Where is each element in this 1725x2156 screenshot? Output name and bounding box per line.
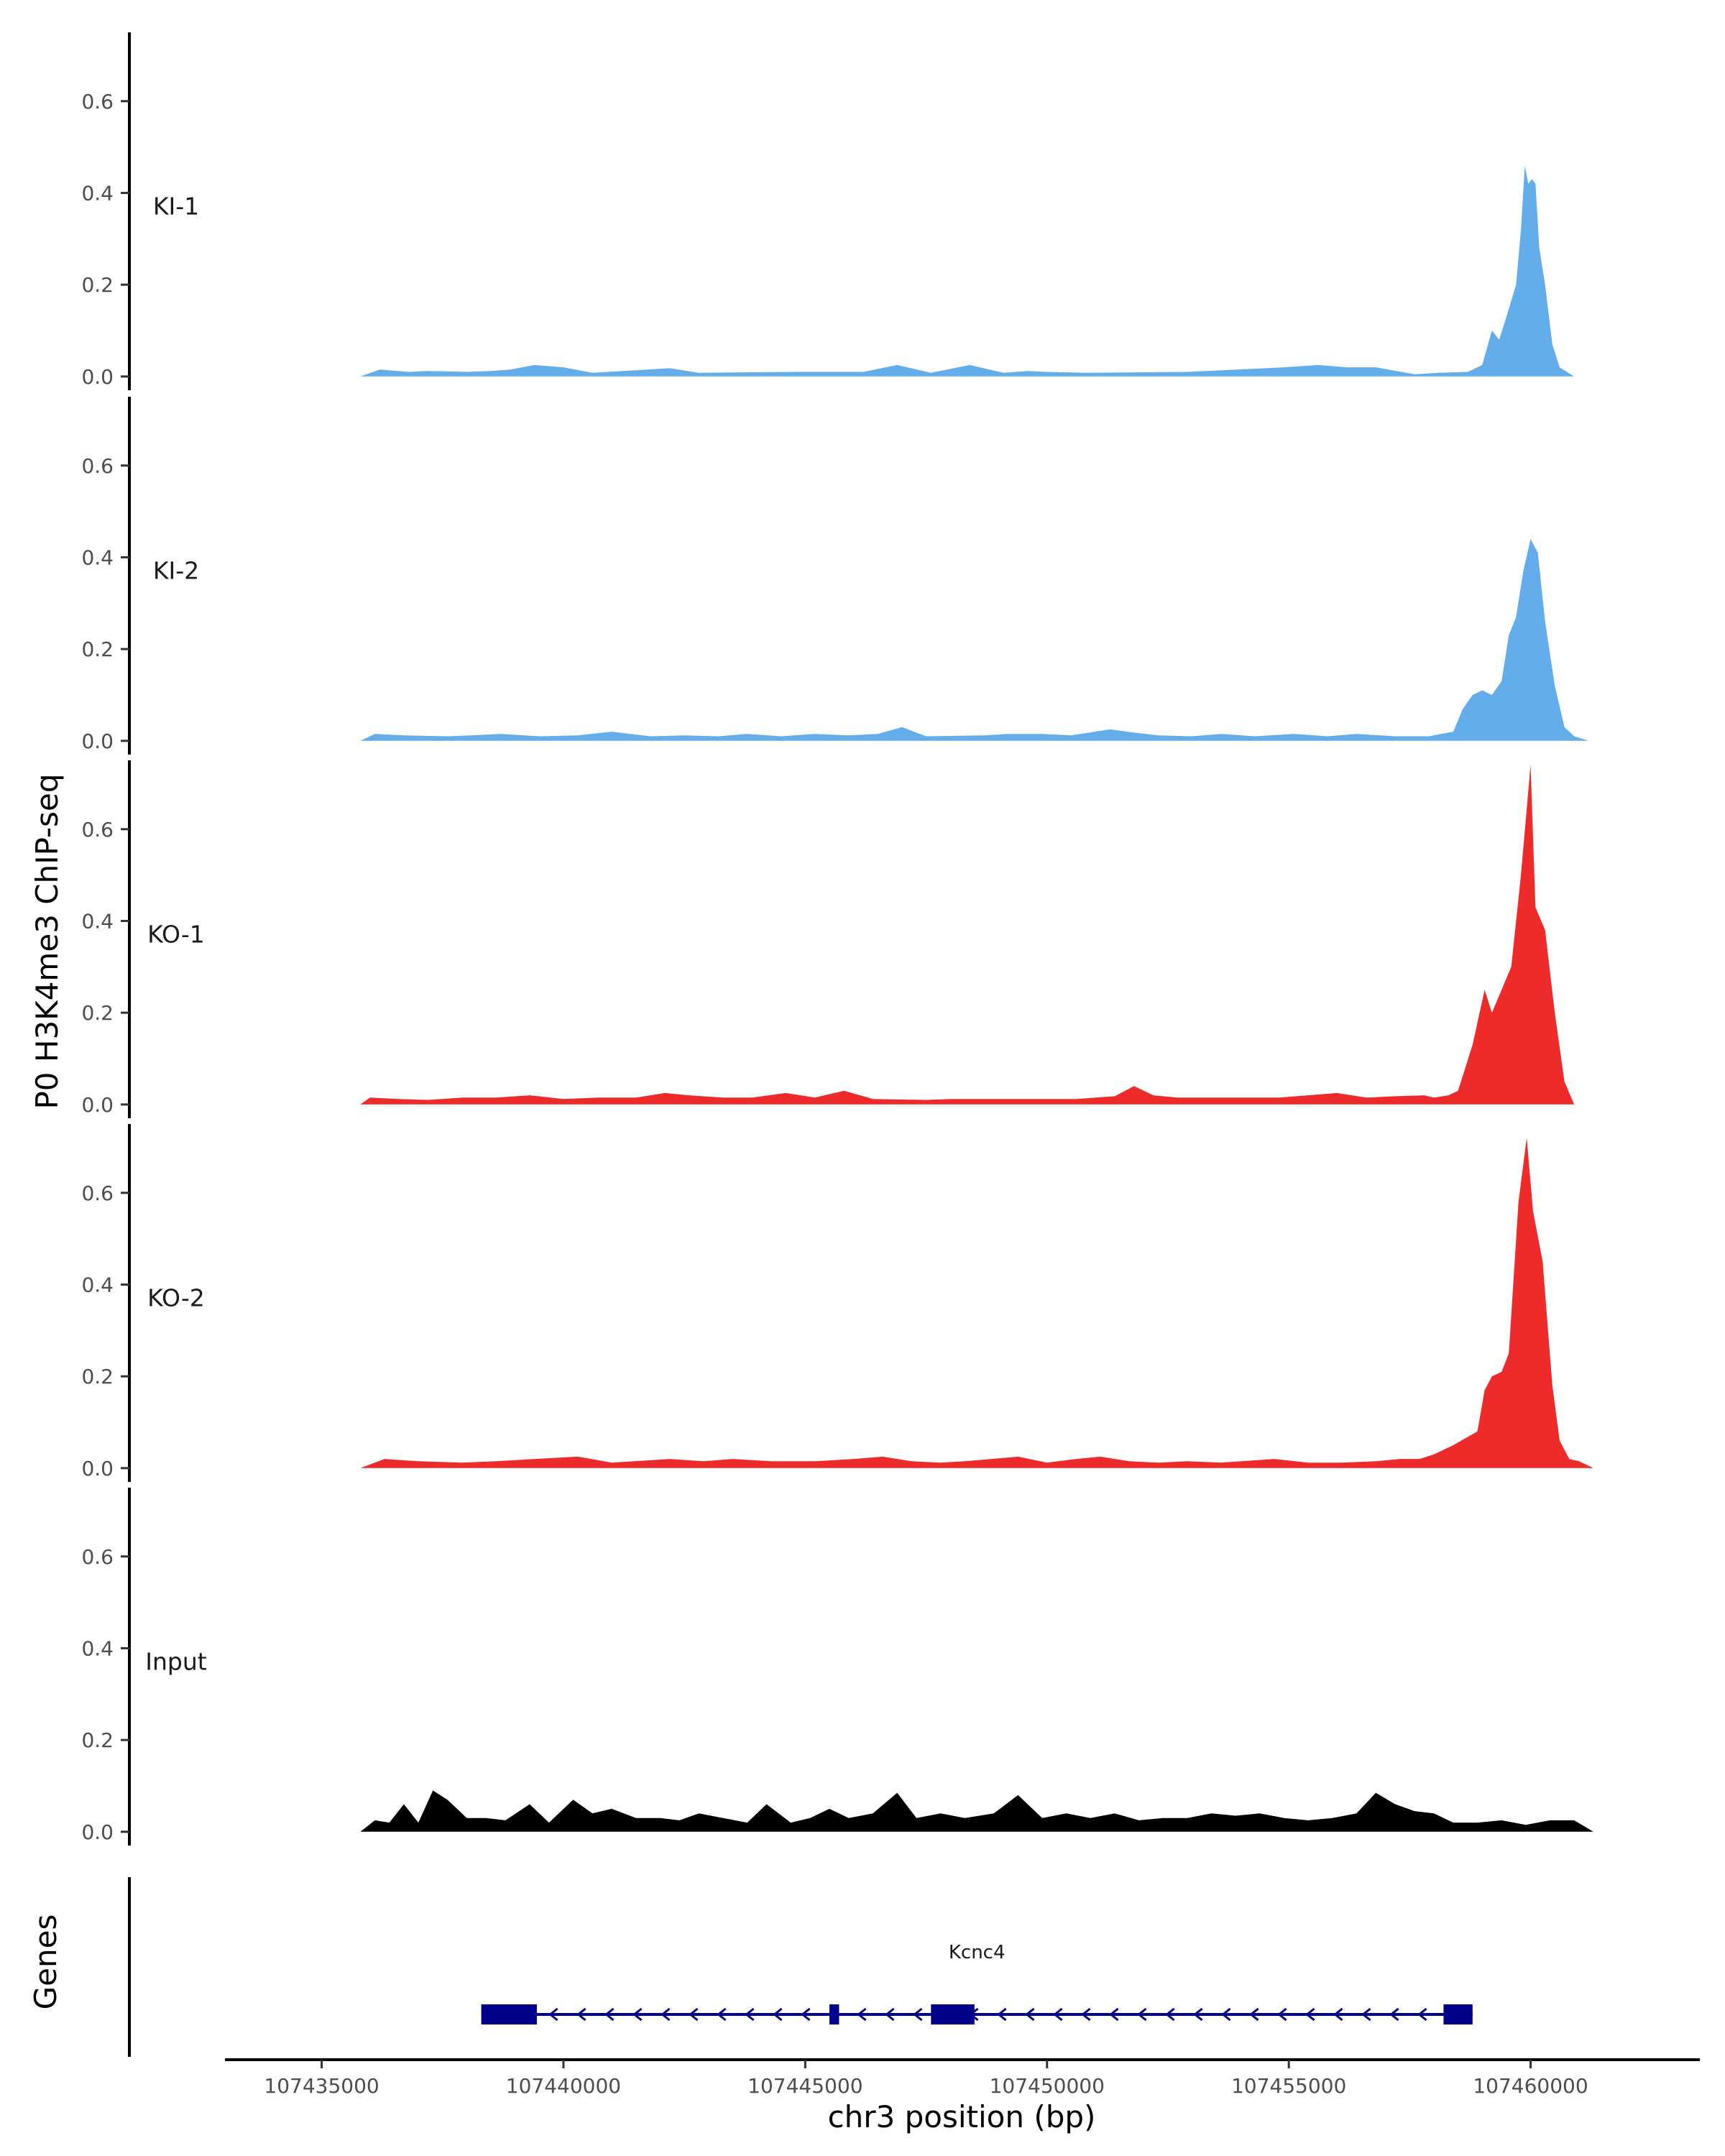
track-ko-2: 0.0 0.2 0.4 0.6 KO-2 (81, 1124, 1593, 1482)
y-tick-label: 0.4 (81, 1273, 114, 1296)
y-tick-label: 0.4 (81, 1636, 114, 1660)
x-tick-label: 107435000 (264, 2074, 379, 2098)
y-tick-label: 0.0 (81, 729, 114, 753)
strand-arrow (576, 2007, 586, 2022)
y-tick-label: 0.2 (81, 1001, 114, 1025)
track-label: KO-2 (147, 1284, 205, 1312)
track-ki-1: 0.0 0.2 0.4 0.6 KI-1 (81, 32, 1575, 390)
y-tick-label: 0.6 (81, 1181, 114, 1205)
track-input: 0.0 0.2 0.4 0.6 Input (81, 1488, 1593, 1846)
strand-arrow (1389, 2007, 1399, 2022)
strand-arrow (801, 2007, 811, 2022)
y-tick-label: 0.2 (81, 1365, 114, 1388)
gene-exon (481, 2004, 537, 2024)
x-axis-title: chr3 position (bp) (828, 2099, 1096, 2134)
strand-arrow (604, 2007, 615, 2022)
strand-arrow (548, 2007, 558, 2022)
x-tick-label: 107455000 (1231, 2074, 1346, 2098)
y-tick-label: 0.0 (81, 1457, 114, 1480)
y-tick-label: 0.6 (81, 90, 114, 114)
strand-arrow (1333, 2007, 1343, 2022)
strand-arrow (1221, 2007, 1231, 2022)
strand-arrow (717, 2007, 727, 2022)
y-tick-label: 0.2 (81, 637, 114, 661)
gene-exon (1443, 2004, 1473, 2024)
gene-kcnc4: Kcnc4 (481, 1942, 1473, 2024)
strand-arrow (689, 2007, 699, 2022)
y-tick-label: 0.0 (81, 1093, 114, 1117)
strand-arrow (1417, 2007, 1427, 2022)
strand-arrow (773, 2007, 783, 2022)
strand-arrow (1277, 2007, 1287, 2022)
track-label: KI-1 (153, 193, 199, 221)
gene-exon (829, 2004, 840, 2024)
track-label: Input (145, 1648, 207, 1676)
y-tick-label: 0.6 (81, 818, 114, 842)
strand-arrow (1137, 2007, 1147, 2022)
y-tick-label: 0.2 (81, 1728, 114, 1752)
strand-arrow (1165, 2007, 1175, 2022)
x-tick-label: 107440000 (506, 2074, 621, 2098)
strand-arrow (857, 2007, 867, 2022)
strand-arrow (1081, 2007, 1091, 2022)
strand-arrow (632, 2007, 643, 2022)
strand-arrow (661, 2007, 671, 2022)
strand-arrow (1193, 2007, 1203, 2022)
track-label: KI-2 (153, 557, 199, 585)
genes-layer: Kcnc4 (128, 1877, 1473, 2057)
y-tick-label: 0.4 (81, 545, 114, 569)
strand-arrow (1361, 2007, 1371, 2022)
genes-axis-title: Genes (28, 1915, 63, 2010)
x-tick-label: 107445000 (748, 2074, 862, 2098)
strand-arrow (745, 2007, 755, 2022)
signal-area (360, 1138, 1593, 1468)
track-ki-2: 0.0 0.2 0.4 0.6 KI-2 (81, 397, 1589, 755)
y-tick-label: 0.6 (81, 1545, 114, 1569)
track-ko-1: 0.0 0.2 0.4 0.6 KO-1 (81, 760, 1575, 1118)
signal-area (360, 1790, 1593, 1832)
strand-arrow (885, 2007, 895, 2022)
x-tick-label: 107460000 (1473, 2074, 1588, 2098)
strand-arrow (1025, 2007, 1035, 2022)
y-tick-label: 0.2 (81, 273, 114, 297)
y-tick-label: 0.6 (81, 454, 114, 478)
tracks-layer: 0.00.20.40.6KI-10.00.20.40.6KI-20.00.20.… (81, 32, 1593, 1846)
track-label: KO-1 (147, 921, 205, 949)
strand-arrow (1053, 2007, 1063, 2022)
signal-area (360, 765, 1575, 1105)
signal-area (360, 538, 1589, 741)
strand-arrow (1305, 2007, 1315, 2022)
y-tick-label: 0.0 (81, 1820, 114, 1844)
y-tick-label: 0.4 (81, 909, 114, 933)
y-tick-label: 0.0 (81, 365, 114, 389)
strand-arrow (997, 2007, 1007, 2022)
strand-arrow (1249, 2007, 1259, 2022)
strand-arrow (1109, 2007, 1119, 2022)
y-tick-label: 0.4 (81, 181, 114, 205)
y-axis-title: P0 H3K4me3 ChIP-seq (29, 773, 65, 1109)
strand-arrow (913, 2007, 923, 2022)
gene-exon (931, 2004, 975, 2024)
gene-label: Kcnc4 (949, 1942, 1006, 1963)
x-axis: 107435000 107440000 107445000 107450000 1074… (225, 2058, 1700, 2098)
signal-area (360, 165, 1575, 377)
x-tick-label: 107450000 (990, 2074, 1105, 2098)
